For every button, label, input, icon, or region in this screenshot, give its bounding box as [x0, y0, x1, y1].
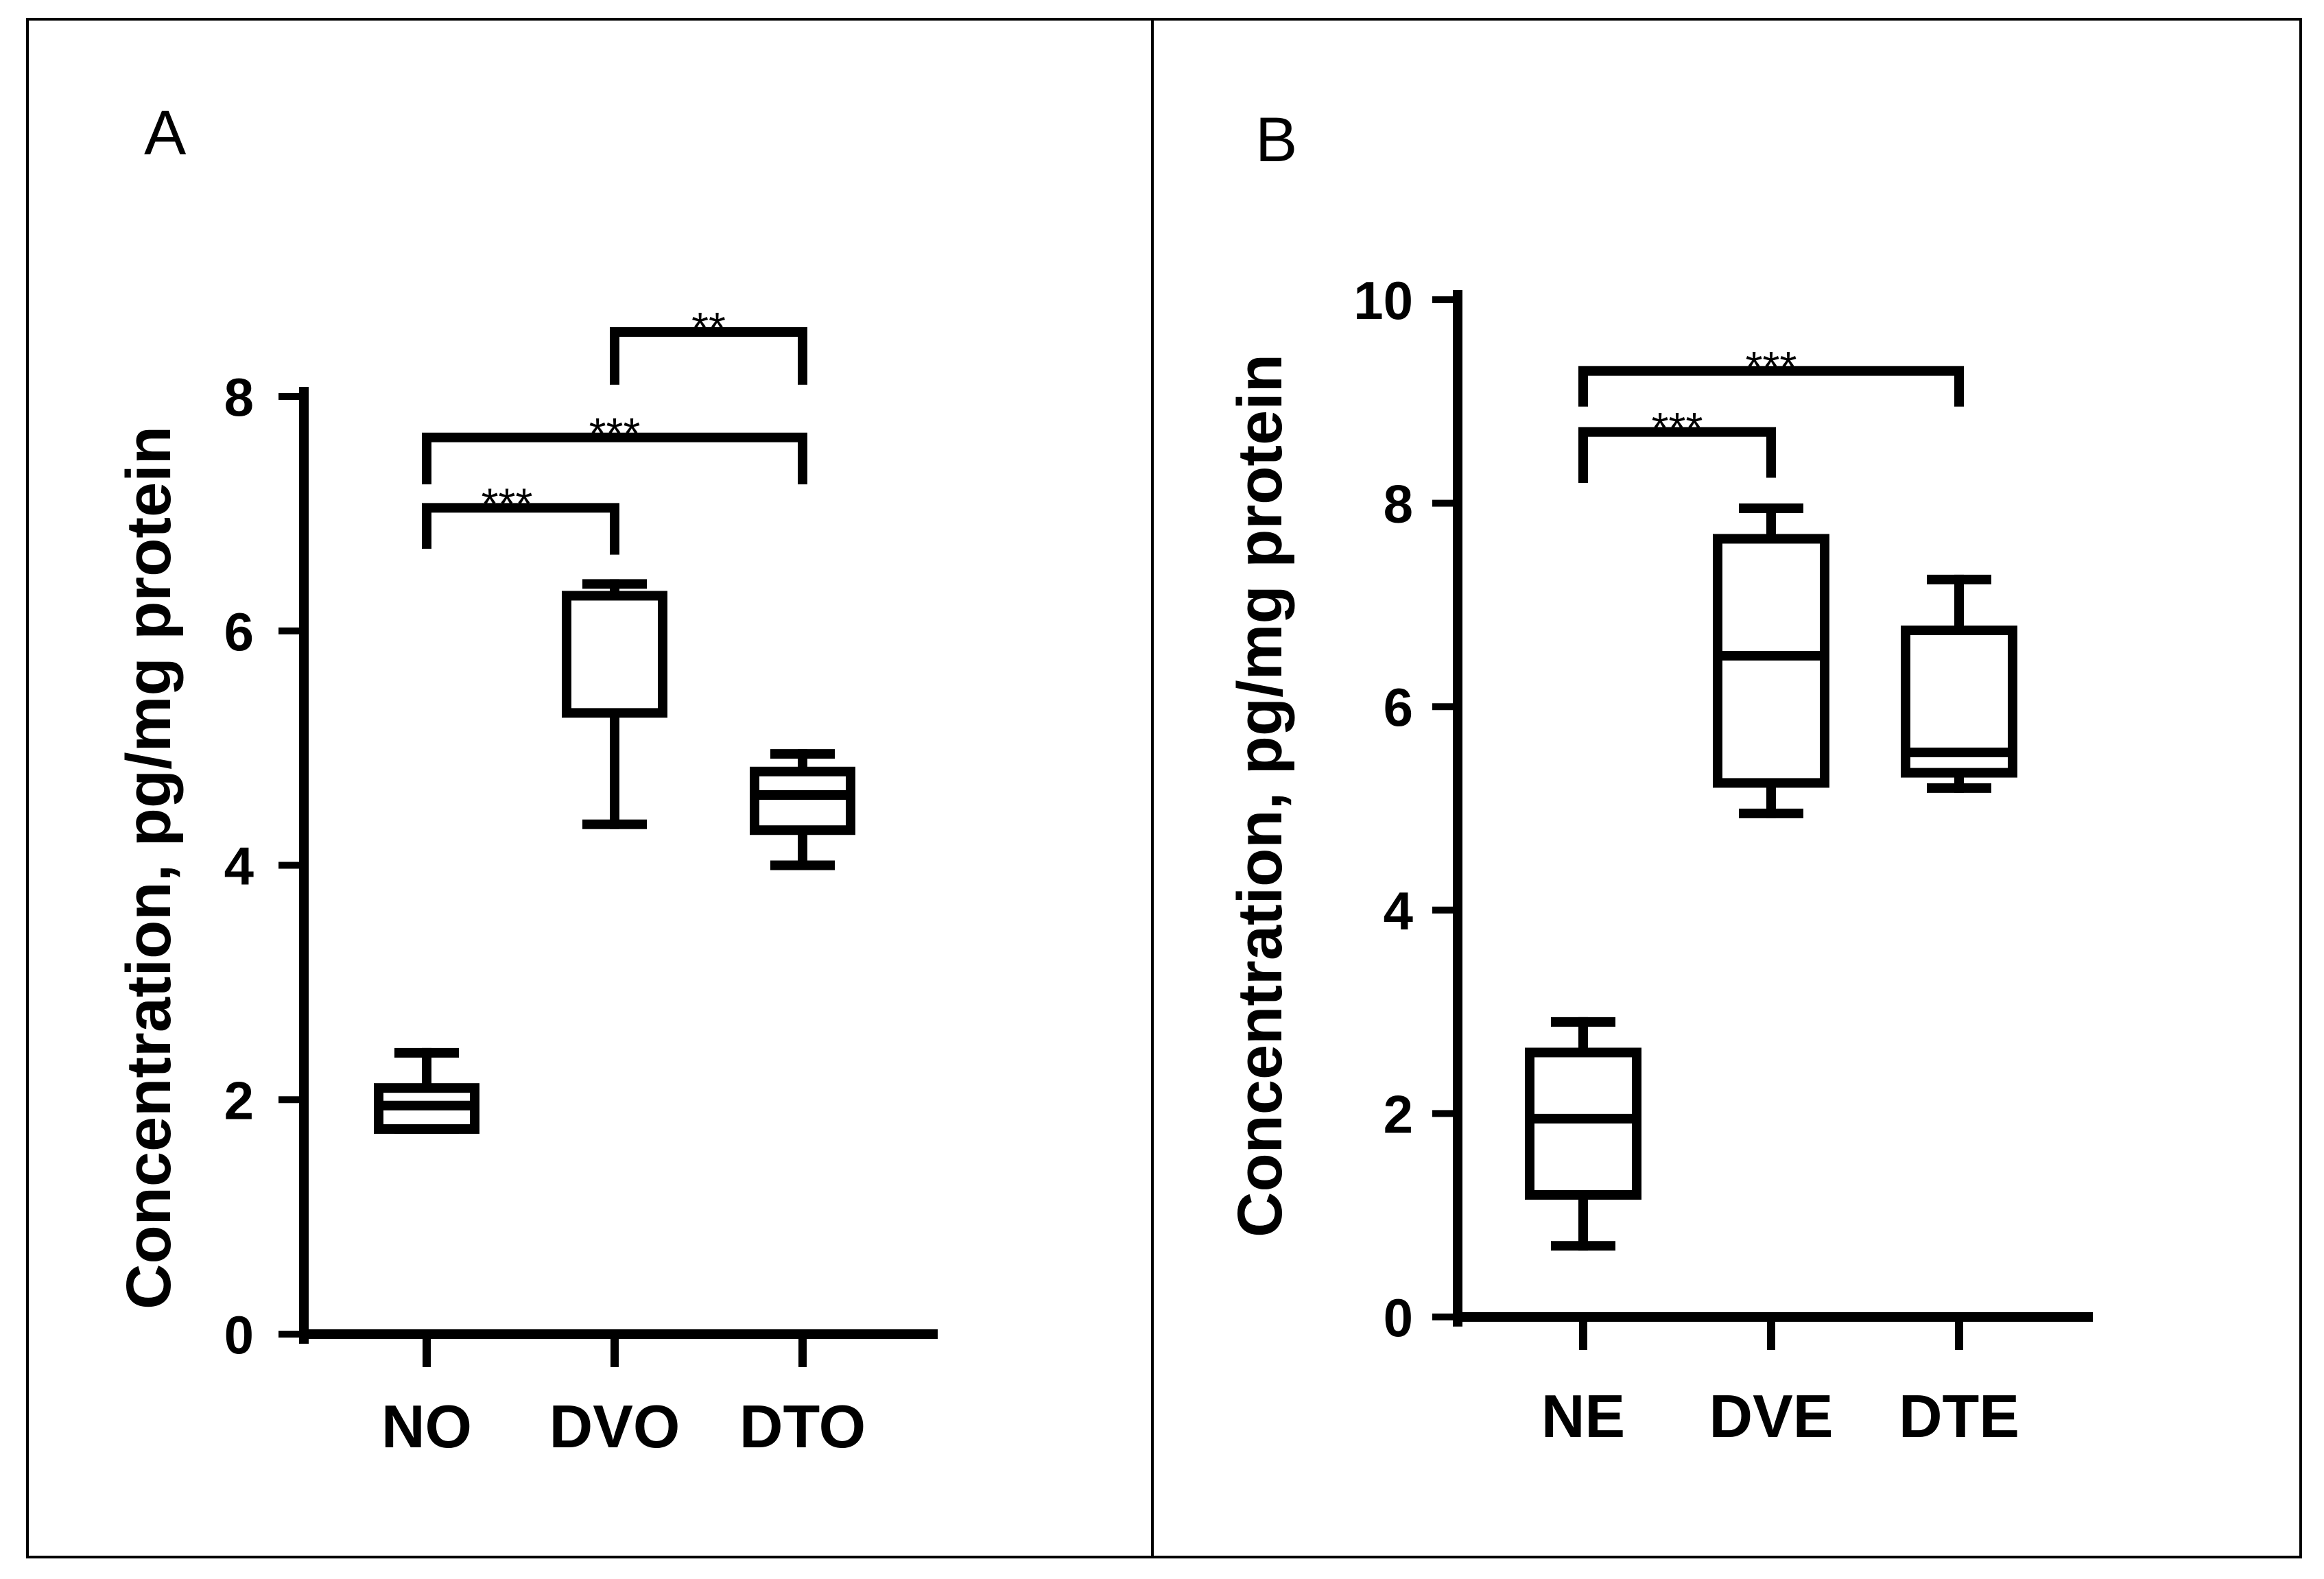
- y-tick-label: 8: [1384, 474, 1413, 534]
- y-tick-label: 4: [224, 836, 254, 897]
- y-tick-label: 2: [1384, 1084, 1413, 1144]
- box-dvo: [562, 579, 667, 829]
- y-tick-label: 0: [224, 1305, 254, 1365]
- y-tick-label: 6: [224, 602, 254, 662]
- bracket-line: [422, 432, 807, 485]
- box-body: [750, 766, 855, 835]
- y-tick-label: 4: [1384, 881, 1413, 941]
- significance-label: **: [691, 303, 726, 353]
- significance-bracket: ***: [1578, 403, 1776, 483]
- bracket-line: [1578, 427, 1776, 483]
- significance-label: ***: [1652, 403, 1703, 453]
- box-no: [374, 1047, 479, 1134]
- panel-label: B: [1255, 105, 1297, 175]
- y-tick-label: 2: [224, 1070, 254, 1130]
- x-tick-label: DTE: [1899, 1382, 2019, 1450]
- x-tick-label: NO: [381, 1392, 472, 1460]
- significance-label: ***: [1746, 342, 1797, 392]
- x-tick-label: DTO: [739, 1392, 866, 1460]
- figure-frame: [26, 18, 2302, 1558]
- significance-label: ***: [482, 479, 533, 528]
- panel-label: A: [144, 98, 187, 168]
- y-tick-label: 0: [1384, 1287, 1413, 1348]
- box-dte: [1901, 574, 2017, 793]
- significance-bracket: ***: [422, 479, 619, 555]
- significance-bracket: ***: [422, 409, 807, 485]
- y-axis-label: Concentration, pg/mg protein: [1225, 354, 1295, 1237]
- y-tick-label: 6: [1384, 677, 1413, 737]
- x-tick-label: NE: [1541, 1382, 1625, 1450]
- bracket-line: [422, 503, 619, 555]
- box-body: [1713, 534, 1829, 788]
- y-axis-label: Concentration, pg/mg protein: [114, 426, 184, 1309]
- bracket-line: [1578, 366, 1964, 407]
- panel-b: B Concentration, pg/mg protein 0 2 4 6 8 10 NE…: [1225, 105, 2093, 1450]
- panel-a: A Concentration, pg/mg protein 0 2 4 6 8 NO DV…: [114, 98, 938, 1460]
- x-tick-label: DVO: [549, 1392, 680, 1460]
- box-body: [1525, 1047, 1641, 1200]
- x-tick-label: DVE: [1709, 1382, 1834, 1450]
- bracket-line: [610, 327, 807, 385]
- box-dve: [1713, 503, 1829, 818]
- box-body: [562, 591, 667, 718]
- box-ne: [1525, 1017, 1641, 1251]
- significance-bracket: ***: [1578, 342, 1964, 407]
- significance-bracket: **: [610, 303, 807, 385]
- y-tick-label: 10: [1353, 270, 1413, 331]
- box-dto: [750, 749, 855, 870]
- significance-label: ***: [589, 409, 641, 458]
- chart-marks: 0 2 4 6 8 10 NE DVE DTE *** ***: [1353, 270, 2093, 1450]
- y-tick-label: 8: [224, 367, 254, 427]
